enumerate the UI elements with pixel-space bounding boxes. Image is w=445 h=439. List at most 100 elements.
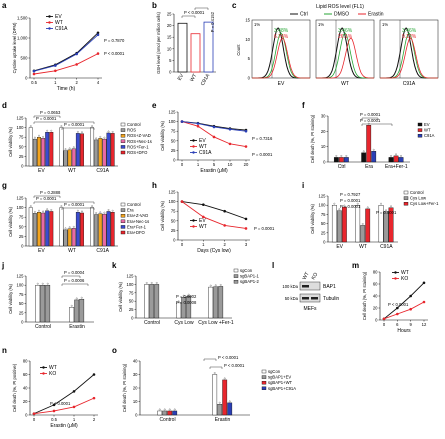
category-label-group: EV bbox=[177, 72, 186, 81]
significance-bracket bbox=[33, 121, 95, 124]
replicate-dot bbox=[41, 282, 44, 285]
data-point bbox=[96, 52, 100, 55]
bar-sgBAP1-EV bbox=[162, 410, 168, 416]
replicate-dot bbox=[77, 209, 79, 212]
bar-Cys-Low bbox=[383, 211, 389, 243]
bar-EV bbox=[333, 157, 339, 163]
y-axis-label: Cell viability (%) bbox=[118, 282, 123, 312]
y-tick-label: 30 bbox=[133, 372, 138, 377]
histogram-frame bbox=[379, 19, 439, 79]
panel-label: m bbox=[352, 261, 359, 270]
replicate-dot bbox=[228, 400, 231, 403]
legend-label: ROS+Z-VAD bbox=[127, 133, 151, 138]
replicate-dot bbox=[362, 150, 365, 153]
bar-WT bbox=[393, 155, 399, 163]
replicate-dot bbox=[372, 148, 375, 151]
y-tick-label: 75 bbox=[171, 129, 176, 134]
category-label: EV bbox=[38, 168, 45, 174]
replicate-dot bbox=[42, 210, 44, 213]
histogram-frame bbox=[315, 19, 375, 79]
y-label-group: Cystine uptake level (DPM) bbox=[12, 22, 17, 73]
y-tick-label: 125 bbox=[169, 190, 177, 195]
bar-ROS-Fer-1 bbox=[45, 132, 50, 167]
x-tick-label: 0 bbox=[383, 322, 386, 327]
x-tick-label: 0 bbox=[181, 242, 184, 247]
y-tick-label: 0 bbox=[248, 76, 251, 81]
y-label-group: Cell viability (%) bbox=[310, 204, 315, 234]
panel-label: g bbox=[2, 181, 7, 190]
y-tick-label: 50 bbox=[19, 301, 24, 306]
gate-label: 1% bbox=[254, 22, 260, 27]
replicate-dot bbox=[150, 282, 153, 284]
legend-label: EV bbox=[55, 14, 62, 20]
y-tick-label: 15 bbox=[167, 35, 172, 40]
replicate-dot bbox=[50, 209, 53, 211]
panel-label: a bbox=[2, 1, 7, 10]
legend-swatch bbox=[120, 128, 126, 132]
replicate-dot bbox=[64, 148, 67, 150]
data-point bbox=[75, 63, 78, 66]
y-tick-label: 0 bbox=[323, 160, 326, 165]
bar-Era-Fer-1 bbox=[106, 211, 111, 247]
panel-i: i 0 25 50 75 100 125 Cell viability (%) EV WT C91A… bbox=[300, 180, 445, 255]
p-value-annotation: P = 0.7316 bbox=[252, 136, 273, 141]
bar-ROS-Nec-1s bbox=[102, 138, 107, 167]
panel-label: n bbox=[2, 346, 7, 355]
y-tick-label: 20 bbox=[373, 306, 378, 311]
panel-label: o bbox=[112, 346, 117, 355]
series-line-C91A bbox=[33, 34, 99, 72]
y-tick-label: 30 bbox=[321, 114, 326, 119]
legend-swatch bbox=[120, 139, 126, 143]
category-label: Control bbox=[144, 320, 160, 326]
p-value-annotation: P = 0.4152 bbox=[210, 11, 215, 32]
replicate-dot bbox=[380, 202, 382, 205]
replicate-dot bbox=[46, 129, 49, 132]
y-tick-label: 0 bbox=[135, 413, 138, 418]
replicate-dot bbox=[103, 136, 106, 139]
legend-label: EV bbox=[424, 122, 430, 127]
legend-label: KO bbox=[401, 276, 408, 282]
data-point bbox=[72, 405, 76, 409]
legend-swatch bbox=[261, 381, 267, 385]
bar-Control bbox=[90, 207, 95, 247]
chart-title: Lipid ROS level (FL1) bbox=[316, 4, 364, 10]
replicate-dot bbox=[343, 204, 346, 207]
category-label: C91A bbox=[96, 248, 109, 254]
p-value-annotation: P = 0.0001 bbox=[36, 116, 57, 121]
bar-Control bbox=[378, 205, 384, 243]
legend-marker bbox=[192, 151, 195, 154]
replicate-dot bbox=[91, 205, 93, 207]
y-tick-label: 25 bbox=[321, 230, 326, 235]
y-tick-label: 40 bbox=[23, 386, 28, 391]
bar-Era bbox=[63, 229, 68, 247]
bar-Era-Fer-1 bbox=[45, 210, 50, 247]
replicate-dot bbox=[46, 208, 49, 211]
p-value-annotation: P = 0.7870 bbox=[104, 38, 125, 43]
panel-c-svg: c Lipid ROS level (FL1) Ctrl DMSO Erastin Cou… bbox=[232, 1, 439, 87]
bar-C bbox=[45, 285, 51, 323]
p-value-annotation: P = 0.0002 bbox=[176, 294, 197, 299]
panel-n: n 0 20 40 60 80 Cell death (%, PI positive) Era… bbox=[0, 345, 110, 439]
replicate-dot bbox=[209, 284, 212, 287]
data-point bbox=[32, 69, 36, 73]
replicate-dot bbox=[36, 282, 39, 285]
y-tick-label: 50 bbox=[171, 138, 176, 143]
data-point bbox=[396, 306, 399, 310]
legend-swatch bbox=[120, 214, 126, 218]
data-point bbox=[212, 135, 216, 139]
legend-marker bbox=[42, 366, 45, 369]
bar-sgCon bbox=[144, 284, 150, 319]
panel-b: b 0 5 10 15 20 25 GSH level (nmol per million c… bbox=[150, 0, 230, 95]
category-label: Era+Fer-1 bbox=[385, 164, 408, 170]
legend-swatch bbox=[417, 122, 423, 127]
p-value-annotation: P < 0.0001 bbox=[184, 10, 205, 15]
x-axis-label: Erastin (μM) bbox=[50, 423, 78, 429]
y-tick-label: 100 bbox=[127, 282, 135, 287]
replicate-dot bbox=[81, 131, 83, 134]
legend-swatch bbox=[403, 202, 409, 206]
histogram-curve bbox=[380, 37, 438, 79]
replicate-dot bbox=[38, 134, 40, 137]
y-label-group: GSH level (nmol per million cells) bbox=[156, 12, 161, 74]
replicate-dot bbox=[75, 297, 78, 300]
x-tick-label: 1 bbox=[73, 417, 76, 422]
